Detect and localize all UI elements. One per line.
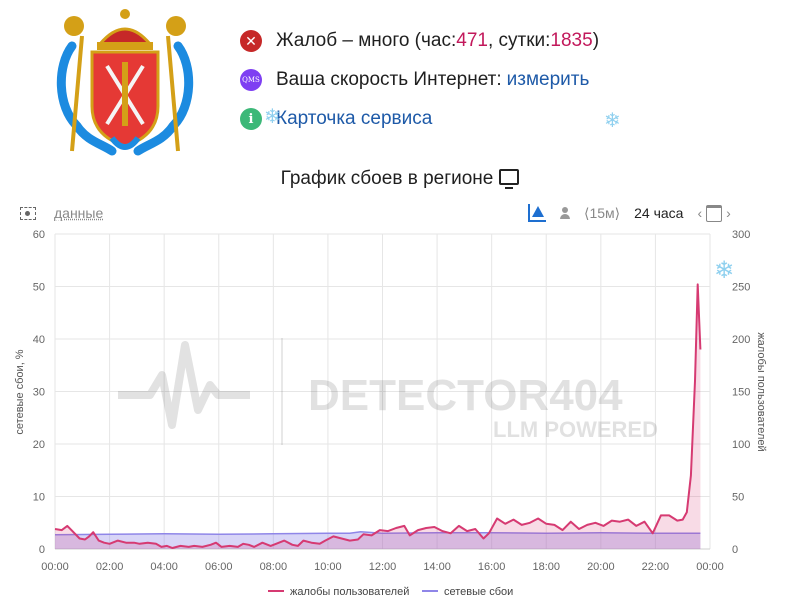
x-tick: 22:00	[642, 561, 670, 573]
x-tick: 04:00	[150, 561, 178, 573]
range-24h[interactable]: 24 часа	[634, 205, 684, 221]
snowflake-icon: ❄	[264, 104, 281, 128]
y-left-tick: 0	[39, 544, 45, 556]
date-picker[interactable]: ‹ ›	[697, 204, 731, 222]
x-tick: 00:00	[41, 561, 69, 573]
x-tick: 02:00	[96, 561, 124, 573]
y-right-tick: 150	[732, 387, 750, 399]
series-outages-line	[54, 530, 701, 536]
series-outages-area	[55, 531, 701, 549]
watermark-brand: DETECTOR404	[308, 371, 623, 420]
complaints-mid: , сутки:	[487, 30, 551, 51]
speed-text: Ваша скорость Интернет:	[276, 69, 502, 90]
chart-title-text: График сбоев в регионе	[280, 168, 494, 189]
y-left-tick: 30	[33, 387, 45, 399]
x-tick: 16:00	[478, 561, 506, 573]
prev-arrow-icon[interactable]: ‹	[697, 205, 703, 221]
x-tick: 20:00	[587, 561, 615, 573]
complaints-status: ✕ Жалоб – много (час: 471 , сутки: 1835 …	[240, 30, 599, 52]
service-card-link[interactable]: Карточка сервиса	[276, 108, 433, 129]
screenshot-icon[interactable]	[20, 206, 36, 220]
x-tick: 14:00	[423, 561, 451, 573]
y-left-tick: 50	[33, 282, 45, 294]
range-15m[interactable]: ⟨15м⟩	[584, 204, 621, 221]
complaints-suffix: )	[592, 30, 600, 51]
axis-labels: 0 0 10 50 20 100 30 150 40 200 50 250 60 300 00:00 02:0…	[33, 229, 751, 573]
watermark-sub: LLM POWERED	[493, 417, 658, 442]
user-icon[interactable]	[560, 207, 570, 219]
x-tick: 00:00	[696, 561, 724, 573]
error-icon: ✕	[240, 30, 262, 52]
y-right-tick: 250	[732, 282, 750, 294]
complaints-prefix: Жалоб – много (час:	[276, 30, 457, 51]
snowflake-icon: ❄	[604, 108, 621, 132]
series-complaints-area	[55, 284, 701, 549]
chart-legend: жалобы пользователей сетевые сбои	[268, 586, 513, 598]
chart-toolbar-left: данные	[20, 205, 103, 221]
chart-grid	[54, 233, 711, 550]
y-right-tick: 200	[732, 334, 750, 346]
service-card-row: i Карточка сервиса	[240, 108, 432, 130]
y-left-tick: 10	[33, 492, 45, 504]
legend-label: жалобы пользователей	[290, 586, 409, 598]
chart-title: График сбоев в регионе	[0, 168, 800, 190]
y-right-tick: 300	[732, 229, 750, 241]
legend-label: сетевые сбои	[444, 586, 513, 598]
hour-count: 471	[456, 30, 488, 51]
x-tick: 18:00	[532, 561, 560, 573]
x-tick: 08:00	[260, 561, 288, 573]
y-right-tick: 100	[732, 439, 750, 451]
qms-icon: QMS	[240, 69, 262, 91]
chart-watermark: DETECTOR404 LLM POWERED	[118, 338, 658, 445]
next-arrow-icon[interactable]: ›	[726, 205, 731, 221]
speed-test-row: QMS Ваша скорость Интернет: измерить	[240, 69, 589, 91]
y-left-tick: 60	[33, 229, 45, 241]
city-emblem-icon	[56, 9, 194, 156]
series-layer	[54, 283, 702, 549]
x-tick: 06:00	[205, 561, 233, 573]
chart-toolbar-right: ⟨15м⟩ 24 часа ‹ ›	[528, 204, 731, 222]
y-left-tick: 20	[33, 439, 45, 451]
x-tick: 12:00	[369, 561, 397, 573]
y-left-tick: 40	[33, 334, 45, 346]
y-right-tick: 50	[732, 492, 744, 504]
info-icon: i	[240, 108, 262, 130]
y-left-title: сетевые сбои, %	[14, 349, 26, 434]
series-complaints-line	[54, 283, 702, 549]
x-tick: 10:00	[314, 561, 342, 573]
area-chart-icon[interactable]	[528, 204, 546, 222]
calendar-icon[interactable]	[706, 204, 723, 222]
monitor-icon[interactable]	[499, 169, 520, 189]
y-right-title: жалобы пользователей	[755, 332, 767, 451]
snowflake-icon: ❄	[714, 256, 735, 284]
day-count: 1835	[550, 30, 593, 51]
y-right-tick: 0	[732, 544, 738, 556]
data-link[interactable]: данные	[54, 205, 104, 221]
measure-speed-link[interactable]: измерить	[506, 69, 590, 90]
